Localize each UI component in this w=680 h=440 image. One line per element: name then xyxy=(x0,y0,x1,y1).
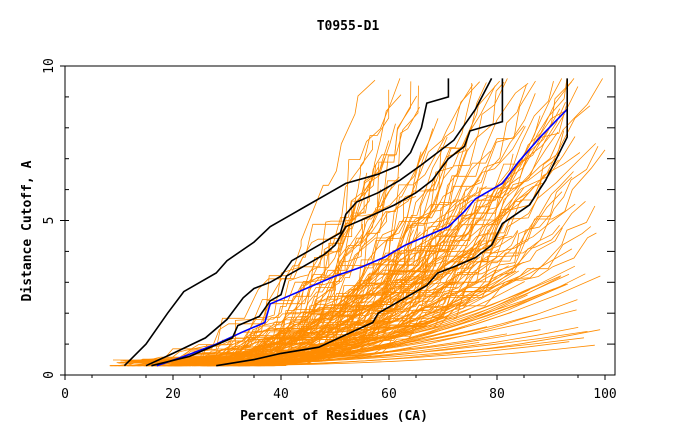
axis-ticks: 0 20 40 60 80 100 0 5 10 xyxy=(42,58,617,402)
x-tick-label: 100 xyxy=(593,387,616,402)
model-curve xyxy=(114,243,478,367)
x-tick-label: 0 xyxy=(61,387,69,402)
black-model-3-line xyxy=(151,78,504,367)
background-model-lines xyxy=(109,78,606,367)
model-curve xyxy=(120,154,560,363)
black-model-4-line xyxy=(216,78,569,367)
model-curve xyxy=(167,251,447,367)
model-curve xyxy=(120,176,400,362)
highlighted-model-lines xyxy=(123,78,569,367)
model-curve xyxy=(207,329,601,367)
model-curve xyxy=(146,262,407,367)
y-axis-label: Distance Cutoff, A xyxy=(20,160,35,301)
x-tick-label: 60 xyxy=(381,387,397,402)
x-axis-label: Percent of Residues (CA) xyxy=(240,409,428,424)
y-tick-label: 10 xyxy=(42,58,57,74)
model-curve xyxy=(116,106,567,364)
chart-title: T0955-D1 xyxy=(317,19,380,34)
black-model-1-line xyxy=(123,78,450,367)
x-tick-label: 20 xyxy=(165,387,181,402)
x-tick-label: 40 xyxy=(273,387,289,402)
model-curve xyxy=(154,248,573,367)
model-curve xyxy=(190,146,462,367)
model-curve xyxy=(153,78,575,363)
x-tick-label: 80 xyxy=(489,387,505,402)
model-curve xyxy=(167,283,568,367)
black-model-2-line xyxy=(145,78,493,367)
model-curve xyxy=(176,94,402,365)
model-curve xyxy=(179,311,513,367)
y-tick-label: 0 xyxy=(42,371,57,379)
y-tick-label: 5 xyxy=(42,217,57,225)
model-curve xyxy=(156,89,390,367)
blue-model-line xyxy=(156,108,568,367)
model-curve xyxy=(127,78,401,367)
model-curve xyxy=(140,79,376,366)
model-curve xyxy=(151,146,428,367)
